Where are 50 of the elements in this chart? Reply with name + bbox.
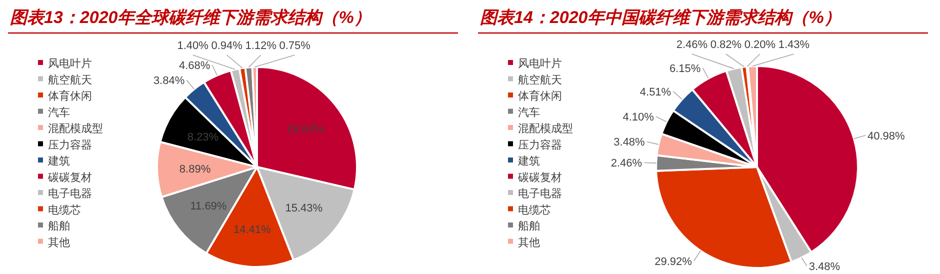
legend-label: 建筑 bbox=[517, 154, 540, 168]
legend-label: 碳碳复材 bbox=[517, 170, 562, 184]
data-label: 3.84% bbox=[153, 75, 185, 87]
data-label: 28.62% bbox=[286, 123, 324, 136]
legend-label: 混配模成型 bbox=[518, 122, 573, 135]
data-label: 4.51% bbox=[640, 86, 672, 98]
data-label: 0.82% bbox=[710, 39, 742, 51]
legend-label: 体育休闲 bbox=[518, 90, 562, 102]
data-label: 6.15% bbox=[669, 62, 701, 75]
data-label: 8.23% bbox=[187, 132, 219, 144]
data-label: 1.12% bbox=[245, 40, 277, 52]
legend-label: 汽车 bbox=[48, 106, 70, 119]
legend-label: 电子电器 bbox=[518, 187, 562, 200]
data-label: 4.68% bbox=[178, 60, 210, 72]
data-label: 0.94% bbox=[211, 40, 243, 52]
data-label: 14.41% bbox=[233, 224, 271, 236]
legend-label: 体育休闲 bbox=[48, 90, 92, 102]
chart-title: 图表14：2020年中国碳纤维下游需求结构（%） bbox=[480, 8, 841, 27]
data-label: 0.75% bbox=[279, 40, 311, 52]
legend-label: 航空航天 bbox=[518, 73, 562, 86]
legend-label: 电缆芯 bbox=[518, 203, 551, 216]
data-label: 1.43% bbox=[778, 39, 810, 51]
legend-label: 建筑 bbox=[47, 154, 70, 168]
legend-label: 混配模成型 bbox=[48, 122, 103, 135]
legend-label: 风电叶片 bbox=[48, 57, 92, 70]
data-label: 2.46% bbox=[676, 39, 708, 51]
legend-label: 船舶 bbox=[48, 220, 70, 232]
data-label: 3.48% bbox=[614, 136, 646, 149]
data-label: 0.20% bbox=[744, 39, 776, 51]
legend-label: 风电叶片 bbox=[518, 57, 562, 70]
data-label: 1.40% bbox=[177, 40, 209, 52]
data-label: 8.89% bbox=[179, 164, 211, 176]
legend-label: 电缆芯 bbox=[48, 203, 81, 216]
legend-label: 其他 bbox=[48, 236, 70, 249]
data-label: 40.98% bbox=[867, 130, 906, 142]
legend-label: 航空航天 bbox=[48, 73, 92, 86]
legend-label: 汽车 bbox=[518, 106, 540, 119]
legend-label: 压力容器 bbox=[48, 138, 92, 152]
legend-label: 其他 bbox=[518, 236, 540, 249]
legend-label: 电子电器 bbox=[48, 187, 92, 200]
chart-title: 图表13：2020年全球碳纤维下游需求结构（%） bbox=[10, 8, 371, 27]
data-label: 3.48% bbox=[808, 261, 840, 273]
data-label: 2.46% bbox=[610, 158, 642, 170]
data-label: 15.43% bbox=[285, 202, 323, 215]
data-label: 4.10% bbox=[622, 111, 654, 124]
legend-label: 压力容器 bbox=[518, 138, 562, 152]
legend-label: 船舶 bbox=[518, 220, 540, 232]
legend-label: 碳碳复材 bbox=[47, 170, 92, 184]
data-label: 29.92% bbox=[654, 256, 692, 268]
data-label: 11.69% bbox=[190, 200, 227, 213]
